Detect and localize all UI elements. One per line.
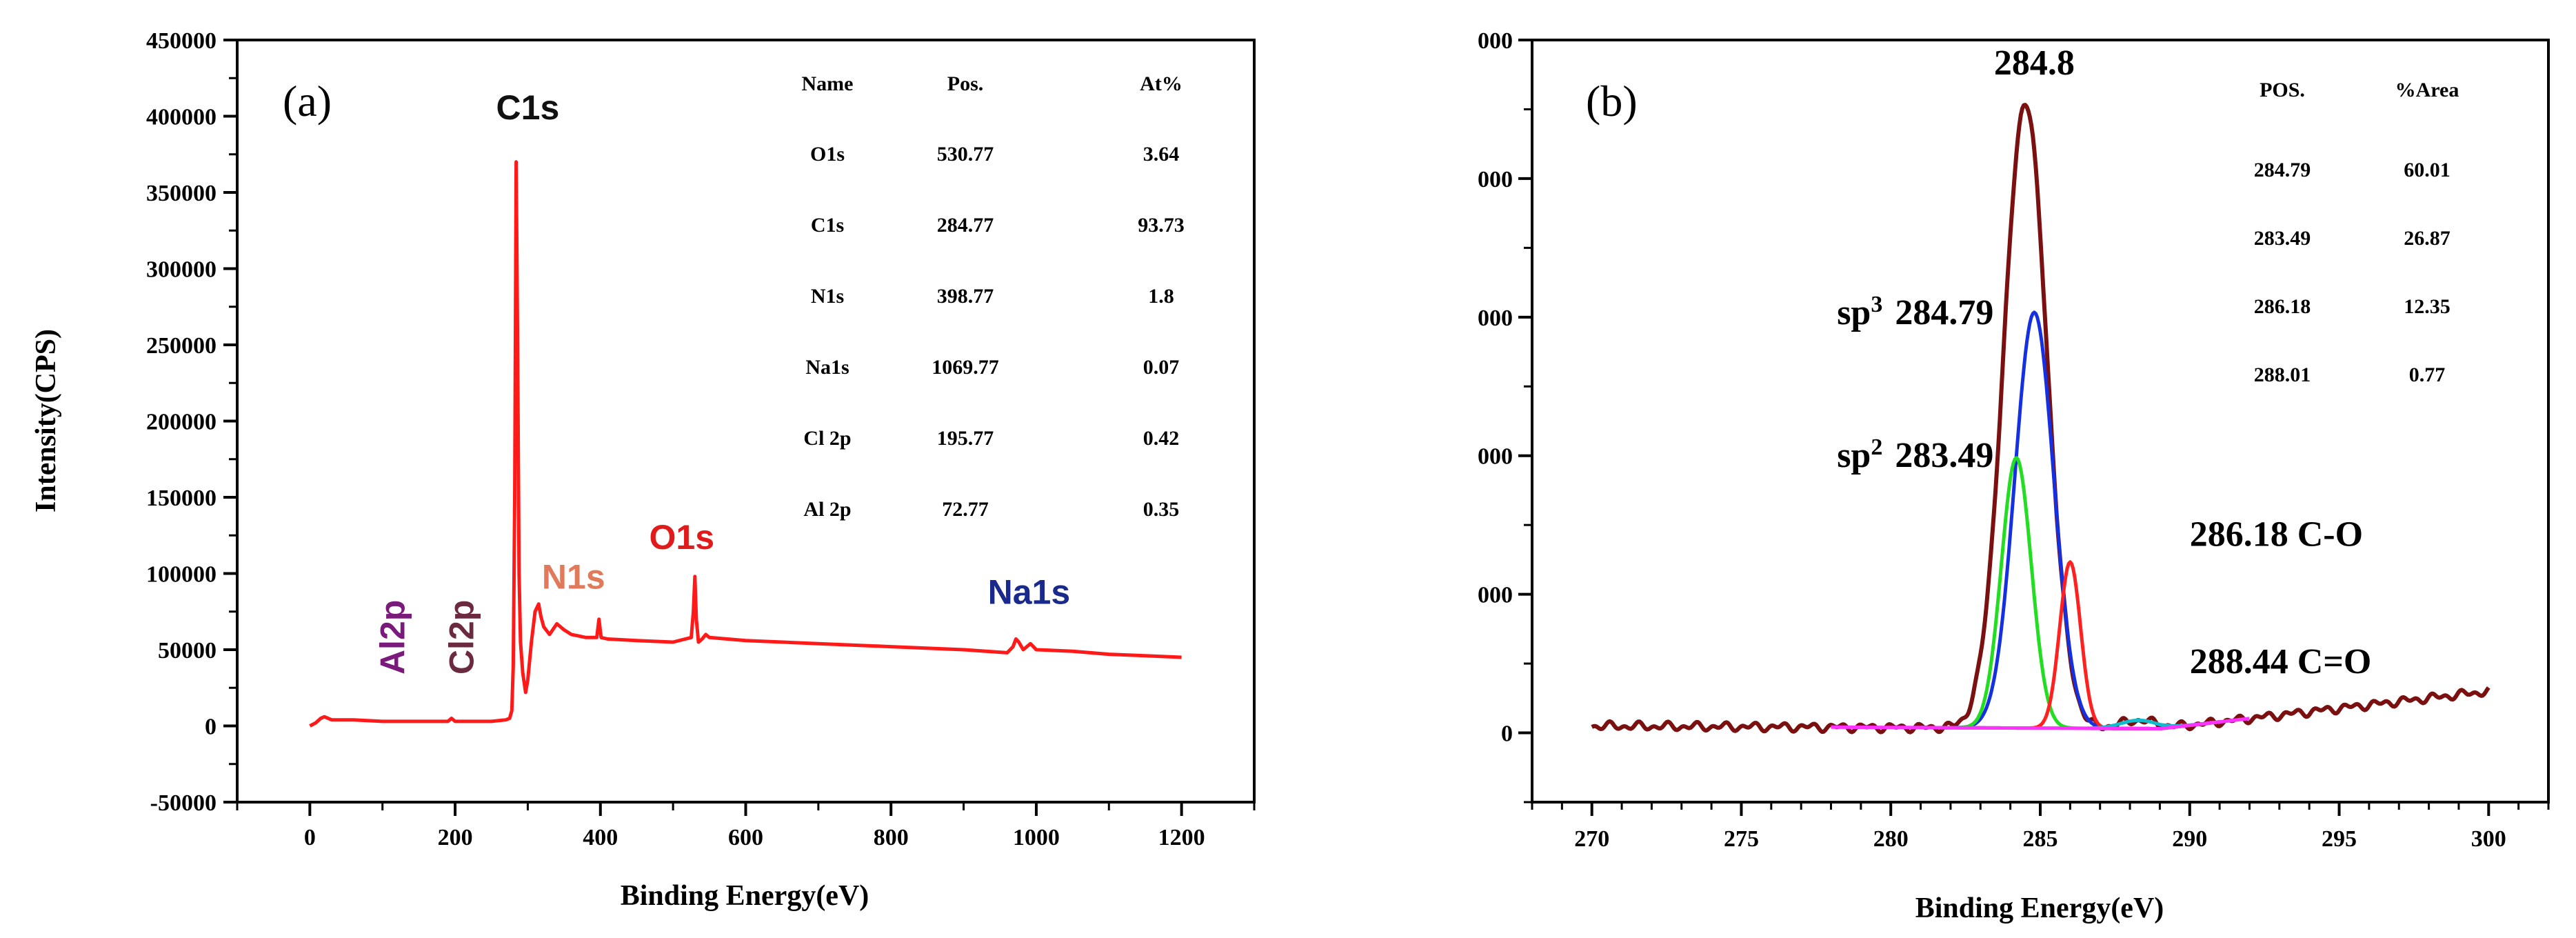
table-cell-a: 0.07 <box>1143 356 1180 379</box>
x-tick-label-a: 600 <box>728 825 763 850</box>
sp-label-2: sp2 283.49 <box>1837 434 1993 475</box>
series-line-survey <box>309 160 1182 728</box>
x-tick-label-a: 1200 <box>1158 825 1205 850</box>
table-cell-a: 1.8 <box>1148 285 1174 308</box>
table-cell-b: 288.01 <box>2254 363 2311 386</box>
table-cell-a: 72.77 <box>942 498 989 521</box>
table-cell-a: 530.77 <box>937 143 994 166</box>
y-tick-label-b: 0 <box>1501 721 1513 747</box>
y-tick-label-a: 400000 <box>146 105 217 130</box>
table-cell-b: 60.01 <box>2404 159 2451 181</box>
y-tick-label-b: 000 <box>1478 583 1513 608</box>
y-tick-label-a: 300000 <box>146 257 217 283</box>
panel-label-b: (b) <box>1586 77 1638 126</box>
table-cell-a: 195.77 <box>937 427 994 450</box>
table-cell-a: O1s <box>810 143 845 166</box>
y-tick-label-b: 000 <box>1478 167 1513 192</box>
plot-frame-a <box>236 39 1256 804</box>
x-tick-label-a: 200 <box>438 825 473 850</box>
series-line-sp2 <box>1920 456 2220 730</box>
survey-spectrum-panel: 0 200 400 600 800 1000 1200 -50000 0 50000 100000 1… <box>30 28 1256 912</box>
table-header-a: At% <box>1140 72 1183 95</box>
peak-annotation: 288.44 C=O <box>2190 642 2372 681</box>
table-cell-b: 284.79 <box>2254 159 2311 181</box>
y-axis-label-a: Intensity(CPS) <box>30 329 62 512</box>
x-tick-label-a: 0 <box>304 825 316 850</box>
plot-frame-b <box>1531 39 2550 804</box>
peak-label-c1s: C1s <box>496 88 560 127</box>
table-cell-a: Na1s <box>805 356 849 379</box>
x-tick-label-b: 270 <box>1574 826 1609 852</box>
y-tick-label-b: 000 <box>1478 28 1513 54</box>
table-cell-b: 0.77 <box>2409 363 2446 386</box>
y-tick-label-a: 100000 <box>146 562 217 588</box>
composition-table: Name Pos. At% O1s 530.77 3.64 C1s 284.77 93.73 N1… <box>802 72 1185 521</box>
x-tick-label-a: 1000 <box>1013 825 1060 850</box>
peak-annotation: 286.18 C-O <box>2190 515 2363 554</box>
table-cell-a: Al 2p <box>803 498 851 521</box>
x-tick-label-b: 295 <box>2322 826 2357 852</box>
table-cell-a: 284.77 <box>937 214 994 237</box>
table-cell-b: 283.49 <box>2254 227 2311 250</box>
panel-label-a: (a) <box>283 77 332 126</box>
peak-annotation: 284.8 <box>1994 43 2075 83</box>
y-tick-label-b: 000 <box>1478 306 1513 331</box>
table-cell-a: C1s <box>811 214 844 237</box>
table-cell-a: N1s <box>811 285 844 308</box>
table-cell-a: 93.73 <box>1138 214 1185 237</box>
peak-label-o1s: O1s <box>650 518 715 557</box>
table-header-b: %Area <box>2395 79 2459 101</box>
table-cell-b: 12.35 <box>2404 295 2451 318</box>
table-cell-a: 3.64 <box>1143 143 1180 166</box>
table-cell-a: 398.77 <box>937 285 994 308</box>
x-axis-label-a: Binding Energy(eV) <box>621 880 869 912</box>
table-cell-a: Cl 2p <box>803 427 851 450</box>
y-tick-label-a: 50000 <box>158 638 217 663</box>
peak-label-cl2p: Cl2p <box>443 600 481 675</box>
peak-label-n1s: N1s <box>542 558 605 597</box>
table-header-a: Name <box>802 72 854 95</box>
y-tick-label-a: 0 <box>205 715 217 740</box>
peak-label-na1s: Na1s <box>988 573 1071 612</box>
x-tick-label-b: 280 <box>1873 826 1909 852</box>
x-tick-label-b: 300 <box>2471 826 2506 852</box>
table-cell-a: 0.42 <box>1143 427 1180 450</box>
table-cell-a: 0.35 <box>1143 498 1180 521</box>
y-tick-label-b: 000 <box>1478 444 1513 470</box>
x-tick-label-a: 400 <box>583 825 618 850</box>
y-tick-label-a: 450000 <box>146 28 217 54</box>
y-tick-label-a: -50000 <box>150 790 217 816</box>
table-cell-a: 1069.77 <box>932 356 999 379</box>
series-line-background <box>1831 717 2250 730</box>
table-cell-b: 286.18 <box>2254 295 2311 318</box>
table-header-a: Pos. <box>947 72 984 95</box>
table-cell-b: 26.87 <box>2404 227 2451 250</box>
peak-label-al2p: Al2p <box>374 600 412 675</box>
y-tick-label-a: 200000 <box>146 410 217 435</box>
x-axis-label-b: Binding Energy(eV) <box>1915 892 2164 924</box>
x-tick-label-b: 275 <box>1724 826 1759 852</box>
x-tick-label-a: 800 <box>874 825 909 850</box>
table-header-b: POS. <box>2260 79 2305 101</box>
sp-label-3: sp3 284.79 <box>1837 291 1993 332</box>
series-line-envelope <box>1591 103 2491 735</box>
y-tick-label-a: 350000 <box>146 181 217 206</box>
y-tick-label-a: 250000 <box>146 333 217 359</box>
y-tick-label-a: 150000 <box>146 486 217 511</box>
fit-table: POS. %Area 284.79 60.01 283.49 26.87 286.18 12.… <box>2254 79 2459 386</box>
x-tick-label-b: 285 <box>2023 826 2058 852</box>
x-tick-label-b: 290 <box>2172 826 2207 852</box>
